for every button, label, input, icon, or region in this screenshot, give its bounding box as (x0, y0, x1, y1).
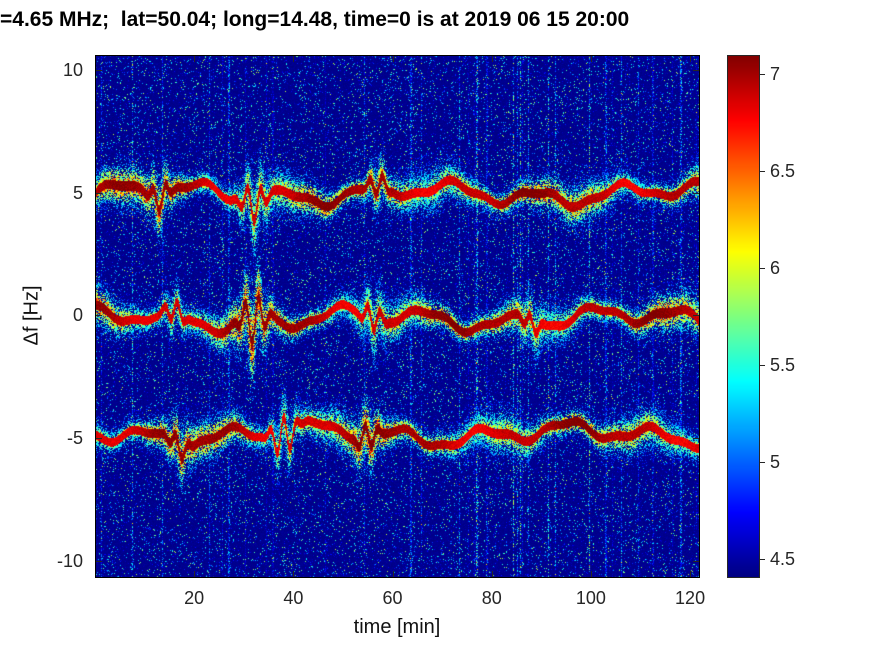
tick-mark (693, 69, 699, 71)
chart-title: =4.65 MHz; lat=50.04; long=14.48, time=0… (0, 8, 630, 31)
tick-mark (693, 315, 699, 317)
x-tick-label: 80 (481, 588, 502, 608)
y-tick-label: -5 (66, 428, 83, 449)
tick-mark (690, 56, 692, 62)
tick-mark (693, 192, 699, 194)
tick-mark (491, 571, 493, 577)
x-tick-label: 60 (382, 588, 403, 608)
tick-mark (760, 461, 765, 463)
x-tick-label: 100 (575, 588, 606, 608)
tick-mark (760, 364, 765, 366)
tick-mark (760, 268, 765, 270)
tick-mark (96, 192, 102, 194)
tick-mark (590, 571, 592, 577)
tick-mark (194, 571, 196, 577)
colorbar-tick-label: 5 (770, 451, 781, 472)
tick-mark (96, 560, 102, 562)
tick-mark (293, 56, 295, 62)
tick-mark (96, 315, 102, 317)
x-tick-label: 20 (184, 588, 205, 608)
colorbar-tick-label: 6 (770, 258, 781, 279)
tick-mark (392, 571, 394, 577)
x-tick-label: 120 (675, 588, 706, 608)
tick-mark (760, 171, 765, 173)
y-tick-label: 5 (72, 182, 83, 203)
tick-mark (693, 560, 699, 562)
colorbar-tick-label: 4.5 (770, 548, 796, 569)
tick-mark (194, 56, 196, 62)
plot-area (95, 55, 700, 578)
y-tick-label: -10 (56, 550, 83, 571)
tick-mark (392, 56, 394, 62)
colorbar-tick-label: 6.5 (770, 161, 796, 182)
spectrogram-canvas (95, 55, 700, 578)
tick-mark (491, 56, 493, 62)
colorbar (727, 55, 760, 578)
tick-mark (693, 438, 699, 440)
tick-mark (96, 438, 102, 440)
y-tick-label: 10 (62, 59, 83, 80)
y-tick-label: 0 (72, 305, 83, 326)
x-tick-label: 40 (283, 588, 304, 608)
tick-mark (96, 69, 102, 71)
tick-mark (293, 571, 295, 577)
tick-mark (590, 56, 592, 62)
x-axis-label: time [min] (353, 616, 441, 638)
tick-mark (760, 558, 765, 560)
tick-mark (690, 571, 692, 577)
tick-mark (760, 74, 765, 76)
colorbar-tick-label: 7 (770, 64, 781, 85)
colorbar-canvas (727, 55, 760, 578)
colorbar-tick-label: 5.5 (770, 354, 796, 375)
